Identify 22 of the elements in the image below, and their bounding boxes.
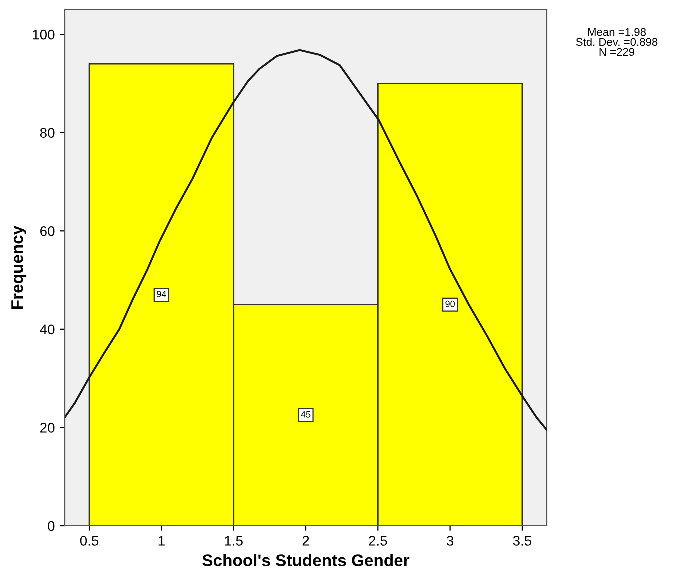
- x-tick-label: 0.5: [80, 536, 99, 546]
- y-tick-label: 100: [33, 30, 55, 40]
- text: Mean =1.98: [588, 28, 646, 36]
- y-tick-label: 20: [40, 423, 55, 433]
- y-tick-label: 0: [48, 521, 55, 532]
- text: Std. Dev. =0.898: [576, 38, 658, 46]
- data-label: 94: [157, 291, 166, 298]
- y-tick-label: 40: [40, 324, 55, 335]
- text: N =229: [600, 48, 635, 56]
- x-tick-label: 1.5: [225, 536, 243, 546]
- data-label: 90: [446, 300, 455, 308]
- y-tick-label: 60: [40, 226, 55, 236]
- x-tick-label: 3: [446, 536, 454, 546]
- x-tick-label: 2: [302, 536, 310, 546]
- x-tick-label: 1: [158, 536, 165, 546]
- y-tick-label: 80: [40, 128, 55, 138]
- line-series: [65, 49, 547, 432]
- x-tick-label: 2.5: [369, 536, 388, 546]
- data-label: 45: [301, 412, 311, 418]
- y-axis-title: Frequency: [12, 226, 27, 310]
- x-tick-label: 3.5: [513, 536, 532, 546]
- x-axis-title: School's Students Gender: [202, 554, 410, 566]
